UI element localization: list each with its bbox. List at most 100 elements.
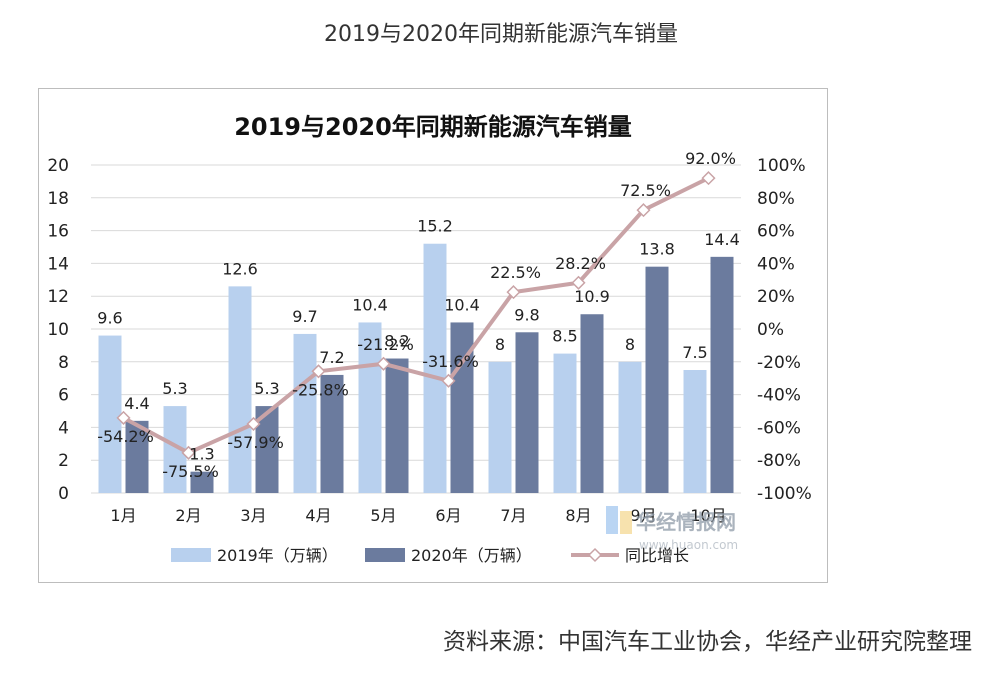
- watermark-subtext: www.huaon.com: [639, 538, 738, 552]
- left-axis-tick-label: 2: [58, 451, 69, 471]
- growth-point-marker: [636, 203, 651, 218]
- chart-svg: 2019与2020年同期新能源汽车销量 0 2 4 6 8 10 12 14 16 18 20 -1…: [47, 113, 812, 565]
- right-axis-tick-label: 80%: [757, 189, 795, 209]
- growth-point-label: -25.8%: [292, 380, 349, 399]
- growth-point-marker: [571, 275, 586, 290]
- bar-2020: [450, 322, 474, 493]
- x-axis-tick-label: 3月: [240, 506, 266, 525]
- data-labels: 9.6 4.4 5.3 1.3 12.6 5.3 9.7 7.2 10.4 8.2 15.2 10.4…: [97, 149, 740, 481]
- left-axis-tick-label: 4: [58, 418, 69, 438]
- left-axis-tick-label: 8: [58, 353, 69, 373]
- x-axis-tick-label: 4月: [305, 506, 331, 525]
- left-axis-tick-label: 10: [47, 320, 69, 340]
- bar-2020-label: 7.2: [319, 348, 344, 367]
- growth-line-path: [122, 176, 710, 455]
- left-axis-ticks: 0 2 4 6 8 10 12 14 16 18 20: [47, 156, 69, 504]
- legend-marker-icon: [587, 547, 603, 563]
- bar-2019-label: 8: [495, 335, 505, 354]
- bar-2019-label: 7.5: [682, 343, 707, 362]
- bar-2020: [125, 420, 149, 493]
- growth-point-marker: [701, 171, 716, 186]
- bar-2019-label: 5.3: [162, 379, 187, 398]
- left-axis-tick-label: 0: [58, 484, 69, 504]
- bar-2019-label: 10.4: [352, 295, 388, 314]
- growth-point-label: -31.6%: [422, 352, 479, 371]
- right-axis-tick-label: -100%: [757, 484, 812, 504]
- bar-2019: [98, 335, 122, 493]
- bar-2019: [618, 361, 642, 493]
- left-axis-tick-label: 16: [47, 222, 69, 242]
- right-axis-tick-label: -20%: [757, 353, 801, 373]
- bar-2019: [423, 243, 447, 493]
- left-axis-tick-label: 6: [58, 386, 69, 406]
- right-axis-tick-label: -40%: [757, 386, 801, 406]
- growth-point-marker: [311, 364, 326, 379]
- bar-2020: [255, 406, 279, 493]
- bar-2020: [580, 314, 604, 493]
- watermark: 华经情报网 www.huaon.com: [606, 506, 738, 552]
- growth-point-marker: [116, 410, 131, 425]
- bar-2019: [488, 361, 512, 493]
- bars: [98, 243, 734, 493]
- watermark-logo-icon: [606, 506, 618, 534]
- x-axis-ticks: 1月 2月 3月 4月 5月 6月 7月 8月 9月 10月: [110, 506, 726, 525]
- bar-2020-label: 1.3: [189, 445, 214, 464]
- bar-2019-label: 9.6: [97, 309, 122, 328]
- page-title: 2019与2020年同期新能源汽车销量: [324, 22, 678, 47]
- bar-2019-label: 8: [625, 335, 635, 354]
- bar-2020-label: 9.8: [514, 305, 539, 324]
- right-axis-tick-label: 20%: [757, 287, 795, 307]
- growth-point-label: -57.9%: [227, 433, 284, 452]
- left-axis-tick-label: 20: [47, 156, 69, 176]
- right-axis-tick-label: 0%: [757, 320, 784, 340]
- right-axis-tick-label: 100%: [757, 156, 806, 176]
- legend-label: 2020年（万辆）: [411, 546, 532, 565]
- left-axis-tick-label: 12: [47, 287, 69, 307]
- bar-2020-label: 8.2: [384, 332, 409, 351]
- growth-point-label: -75.5%: [162, 462, 219, 481]
- gridlines: [91, 164, 741, 494]
- x-axis-tick-label: 7月: [500, 506, 526, 525]
- bar-2019-label: 12.6: [222, 259, 258, 278]
- x-axis-tick-label: 2月: [175, 506, 201, 525]
- right-axis-tick-label: 40%: [757, 254, 795, 274]
- bar-2020: [385, 358, 409, 493]
- bar-2019: [293, 333, 317, 493]
- growth-point-label: -54.2%: [97, 427, 154, 446]
- x-axis-tick-label: 1月: [110, 506, 136, 525]
- bar-2020-label: 4.4: [124, 394, 149, 413]
- chart-title: 2019与2020年同期新能源汽车销量: [234, 113, 632, 141]
- bar-2020-label: 10.4: [444, 295, 480, 314]
- bar-2020: [710, 256, 734, 493]
- bar-2020-label: 13.8: [639, 240, 675, 259]
- right-axis-tick-label: -60%: [757, 418, 801, 438]
- bar-2020: [190, 471, 214, 493]
- growth-point-label: 22.5%: [490, 263, 541, 282]
- source-note: 资料来源：中国汽车工业协会，华经产业研究院整理: [443, 629, 972, 655]
- left-axis-tick-label: 18: [47, 189, 69, 209]
- x-axis-tick-label: 6月: [435, 506, 461, 525]
- growth-point-label: 28.2%: [555, 254, 606, 273]
- legend: 2019年（万辆） 2020年（万辆） 同比增长: [171, 546, 689, 565]
- bar-2020-label: 5.3: [254, 379, 279, 398]
- bar-2019-label: 15.2: [417, 217, 453, 236]
- left-axis-tick-label: 14: [47, 254, 69, 274]
- growth-point-marker: [376, 356, 391, 371]
- bar-2019-label: 9.7: [292, 307, 317, 326]
- bar-2020: [320, 374, 344, 493]
- chart-frame: 2019与2020年同期新能源汽车销量 0 2 4 6 8 10 12 14 16 18 20 -1…: [38, 88, 828, 583]
- bar-2019: [553, 353, 577, 493]
- growth-point-marker: [506, 285, 521, 300]
- right-axis-ticks: -100% -80% -60% -40% -20% 0% 20% 40% 60% 80% 100%: [757, 156, 812, 504]
- x-axis-tick-label: 8月: [565, 506, 591, 525]
- legend-label: 2019年（万辆）: [217, 546, 338, 565]
- bar-2019: [228, 286, 252, 493]
- x-axis-tick-label: 9月: [630, 506, 656, 525]
- right-axis-tick-label: -80%: [757, 451, 801, 471]
- growth-point-label: 92.0%: [685, 149, 736, 168]
- growth-point-marker: [441, 373, 456, 388]
- growth-line: [116, 171, 716, 460]
- legend-swatch: [171, 548, 211, 562]
- bar-2020: [645, 266, 669, 493]
- legend-label: 同比增长: [625, 546, 689, 565]
